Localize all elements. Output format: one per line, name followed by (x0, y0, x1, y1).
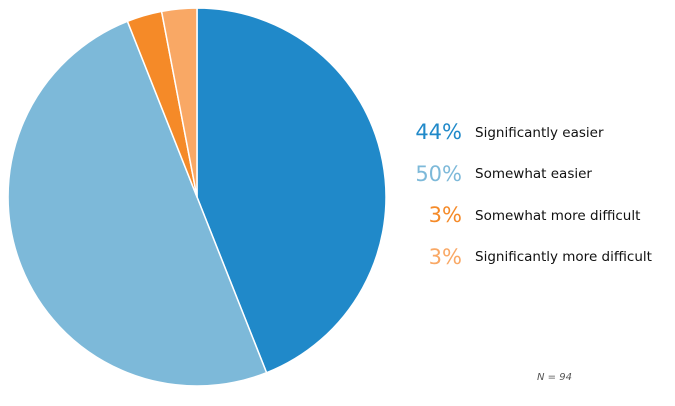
legend-label: Somewhat easier (475, 166, 592, 183)
legend-percent: 3% (428, 244, 462, 269)
sample-size-note: N = 94 (537, 372, 572, 383)
legend-item-somewhat-easier: 50% Somewhat easier (400, 154, 670, 196)
legend-label: Somewhat more difficult (475, 207, 641, 224)
pie-slice-significantly-easier (196, 7, 387, 374)
pie-chart (7, 7, 387, 387)
legend-label: Significantly easier (475, 124, 604, 141)
legend-item-significantly-more-difficult: 3% Significantly more difficult (400, 237, 670, 279)
legend-percent: 3% (428, 203, 462, 228)
legend-item-somewhat-more-difficult: 3% Somewhat more difficult (400, 195, 670, 237)
legend-label: Significantly more difficult (475, 249, 652, 266)
legend-item-significantly-easier: 44% Significantly easier (400, 112, 670, 154)
legend: 44% Significantly easier 50% Somewhat ea… (400, 112, 670, 278)
legend-percent: 44% (415, 120, 462, 145)
legend-percent: 50% (415, 161, 462, 186)
pie-slice-significantly-more-difficult (160, 7, 198, 198)
pie-slice-somewhat-easier (7, 20, 268, 387)
